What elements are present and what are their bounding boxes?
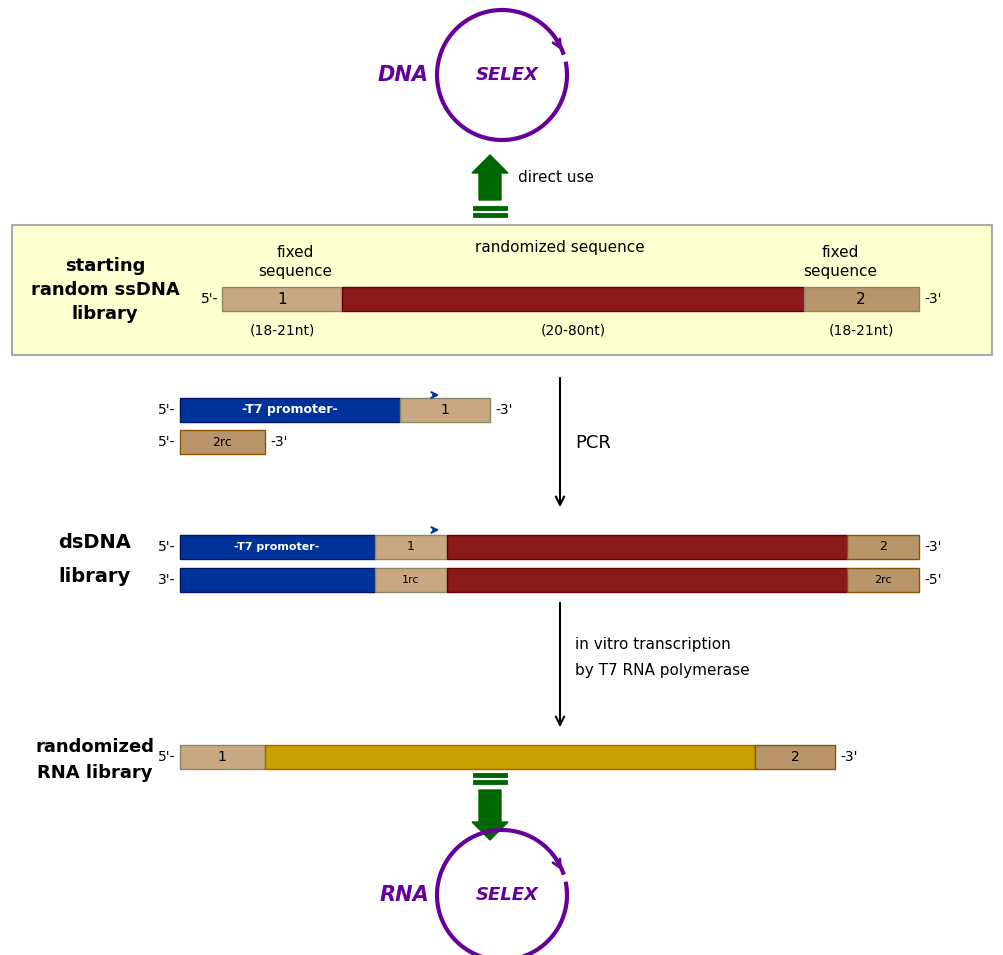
Bar: [446, 535, 847, 559]
Text: fixed
sequence: fixed sequence: [258, 245, 332, 279]
Text: (18-21nt): (18-21nt): [249, 323, 314, 337]
Text: -3': -3': [270, 435, 287, 449]
Bar: [180, 430, 265, 454]
Bar: [180, 535, 375, 559]
Text: 1: 1: [218, 750, 227, 764]
Text: 5'-: 5'-: [157, 540, 175, 554]
Text: 5'-: 5'-: [201, 292, 218, 306]
Text: 2rc: 2rc: [874, 575, 891, 585]
Text: -5': -5': [923, 573, 941, 587]
FancyArrow shape: [471, 790, 508, 840]
Bar: [180, 568, 375, 592]
Text: 5'-: 5'-: [157, 435, 175, 449]
Text: PCR: PCR: [575, 434, 610, 452]
Text: -3': -3': [923, 292, 941, 306]
Text: -T7 promoter-: -T7 promoter-: [242, 404, 337, 416]
Text: SELEX: SELEX: [475, 66, 538, 84]
Text: dsDNA: dsDNA: [58, 534, 131, 553]
Text: 1: 1: [406, 541, 414, 554]
Bar: [803, 287, 918, 311]
Text: 2: 2: [856, 291, 865, 307]
Text: -T7 promoter-: -T7 promoter-: [234, 542, 319, 552]
Text: RNA: RNA: [379, 885, 428, 905]
Bar: [222, 287, 342, 311]
Bar: [375, 535, 446, 559]
Text: randomized: randomized: [35, 738, 154, 756]
Text: 2: 2: [879, 541, 886, 554]
Text: -3': -3': [923, 540, 941, 554]
Text: (18-21nt): (18-21nt): [827, 323, 893, 337]
Bar: [375, 568, 446, 592]
Text: 5'-: 5'-: [157, 750, 175, 764]
Text: (20-80nt): (20-80nt): [540, 323, 605, 337]
Text: 2rc: 2rc: [212, 435, 232, 449]
Bar: [847, 535, 918, 559]
Bar: [342, 287, 803, 311]
Text: 3'-: 3'-: [157, 573, 175, 587]
Bar: [265, 745, 754, 769]
Text: 1: 1: [440, 403, 449, 417]
Bar: [180, 745, 265, 769]
Text: RNA library: RNA library: [37, 764, 152, 782]
Bar: [446, 568, 847, 592]
Bar: [180, 398, 399, 422]
Text: by T7 RNA polymerase: by T7 RNA polymerase: [575, 663, 749, 677]
Bar: [847, 568, 918, 592]
Bar: [399, 398, 489, 422]
Text: 1rc: 1rc: [402, 575, 419, 585]
Text: -3': -3': [494, 403, 512, 417]
Text: 2: 2: [789, 750, 798, 764]
Text: direct use: direct use: [518, 171, 594, 185]
FancyArrow shape: [471, 155, 508, 200]
Text: -3': -3': [840, 750, 857, 764]
Text: 5'-: 5'-: [157, 403, 175, 417]
Bar: [754, 745, 834, 769]
Text: library: library: [59, 566, 131, 585]
Text: DNA: DNA: [377, 65, 428, 85]
Text: starting
random ssDNA
library: starting random ssDNA library: [31, 258, 180, 323]
Text: randomized sequence: randomized sequence: [474, 240, 644, 255]
Bar: [12, 225, 991, 355]
Text: SELEX: SELEX: [475, 886, 538, 904]
Text: 1: 1: [277, 291, 287, 307]
Text: in vitro transcription: in vitro transcription: [575, 638, 730, 652]
Text: fixed
sequence: fixed sequence: [802, 245, 877, 279]
